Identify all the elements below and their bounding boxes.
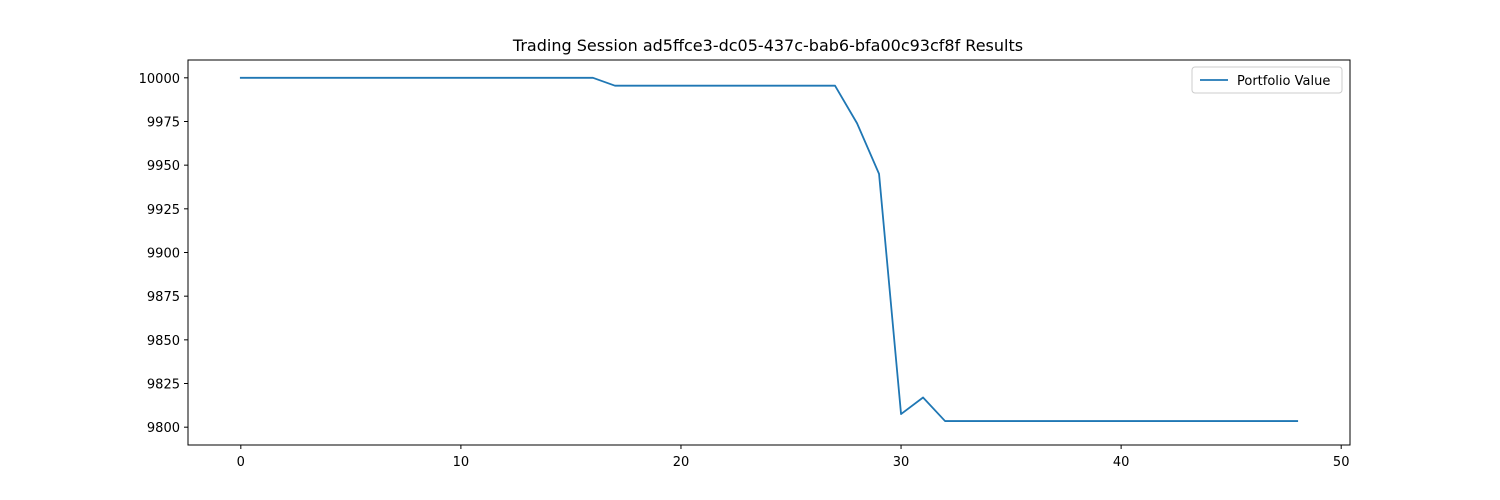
- chart-title: Trading Session ad5ffce3-dc05-437c-bab6-…: [512, 36, 1023, 55]
- y-tick-label: 9850: [147, 334, 180, 349]
- y-tick-label: 9925: [147, 203, 180, 218]
- y-tick-label: 9825: [147, 378, 180, 393]
- y-tick-label: 9975: [147, 115, 180, 130]
- x-axis: 0 10 20 30 40 50: [237, 445, 1350, 470]
- axes-frame: [187, 59, 1351, 446]
- x-tick-label: 10: [453, 455, 470, 470]
- legend-box: [1191, 66, 1343, 94]
- x-tick-label: 0: [237, 455, 245, 470]
- x-tick-label: 50: [1333, 455, 1350, 470]
- plot-area: [239, 76, 1299, 422]
- y-tick-label: 9900: [147, 247, 180, 262]
- legend: Portfolio Value: [1191, 66, 1343, 94]
- legend-label: Portfolio Value: [1237, 74, 1330, 89]
- series-line-portfolio-value: [239, 76, 1299, 422]
- y-tick-label: 9875: [147, 290, 180, 305]
- x-tick-label: 20: [673, 455, 690, 470]
- x-tick-label: 40: [1113, 455, 1130, 470]
- y-tick-label: 10000: [139, 72, 180, 87]
- y-tick-label: 9950: [147, 159, 180, 174]
- x-tick-label: 30: [893, 455, 910, 470]
- y-tick-label: 9800: [147, 421, 180, 436]
- y-axis: 9800 9825 9850 9875 9900 9925 9950 9975 10000: [139, 72, 188, 436]
